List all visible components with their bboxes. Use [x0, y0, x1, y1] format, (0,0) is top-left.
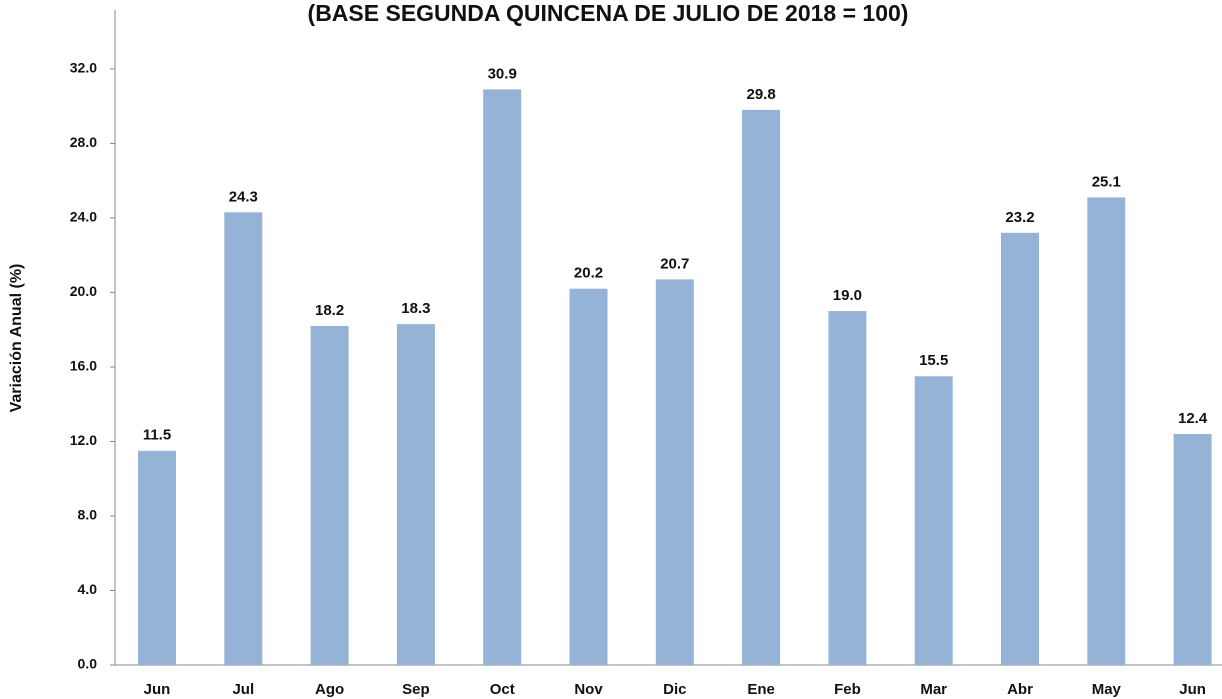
x-tick-label: Dic [663, 681, 686, 698]
bar [655, 279, 694, 665]
bar [396, 324, 435, 665]
chart-title: (BASE SEGUNDA QUINCENA DE JULIO DE 2018 … [308, 0, 909, 26]
x-tick-label: Oct [490, 681, 515, 698]
y-tick-label: 8.0 [78, 507, 98, 523]
bar [310, 325, 349, 665]
x-tick-label: Nov [574, 681, 603, 698]
x-tick-label: Mar [920, 681, 947, 698]
bar [742, 109, 781, 665]
data-label: 20.2 [574, 265, 603, 282]
y-tick-label: 12.0 [70, 432, 97, 448]
x-tick-label: Ago [315, 681, 344, 698]
x-tick-label: Ene [747, 681, 775, 698]
x-tick-label: Feb [834, 681, 861, 698]
bar [914, 376, 953, 665]
data-label: 18.2 [315, 302, 344, 319]
bar [138, 450, 176, 665]
data-label: 29.8 [746, 86, 775, 103]
data-label: 24.3 [229, 188, 258, 205]
y-axis-label: Variación Anual (%) [8, 264, 25, 413]
bar [828, 311, 867, 665]
x-tick-label: Abr [1007, 681, 1033, 698]
bar [569, 288, 608, 665]
data-label: 12.4 [1178, 410, 1208, 427]
x-tick-label: Sep [402, 681, 430, 698]
data-label: 18.3 [401, 300, 430, 317]
y-tick-label: 20.0 [70, 283, 97, 299]
bar [1001, 232, 1039, 665]
bar [224, 212, 263, 665]
bar [1087, 197, 1126, 665]
x-tick-label: Jun [144, 681, 171, 698]
y-tick-label: 28.0 [70, 134, 97, 150]
bar [483, 89, 522, 666]
x-tick-label: Jul [232, 681, 254, 698]
data-label: 11.5 [143, 427, 171, 444]
y-tick-label: 4.0 [78, 581, 98, 597]
y-tick-label: 0.0 [78, 656, 98, 672]
data-label: 15.5 [919, 352, 948, 369]
data-label: 19.0 [833, 287, 862, 304]
data-label: 25.1 [1092, 173, 1121, 190]
bar [1173, 434, 1212, 665]
y-tick-label: 16.0 [70, 358, 97, 374]
x-tick-label: May [1092, 681, 1122, 698]
y-tick-label: 24.0 [70, 209, 97, 225]
data-label: 23.2 [1005, 209, 1034, 226]
x-tick-label: Jun [1179, 681, 1206, 698]
data-label: 20.7 [660, 255, 689, 272]
y-tick-label: 32.0 [70, 60, 97, 76]
data-label: 30.9 [488, 65, 517, 82]
